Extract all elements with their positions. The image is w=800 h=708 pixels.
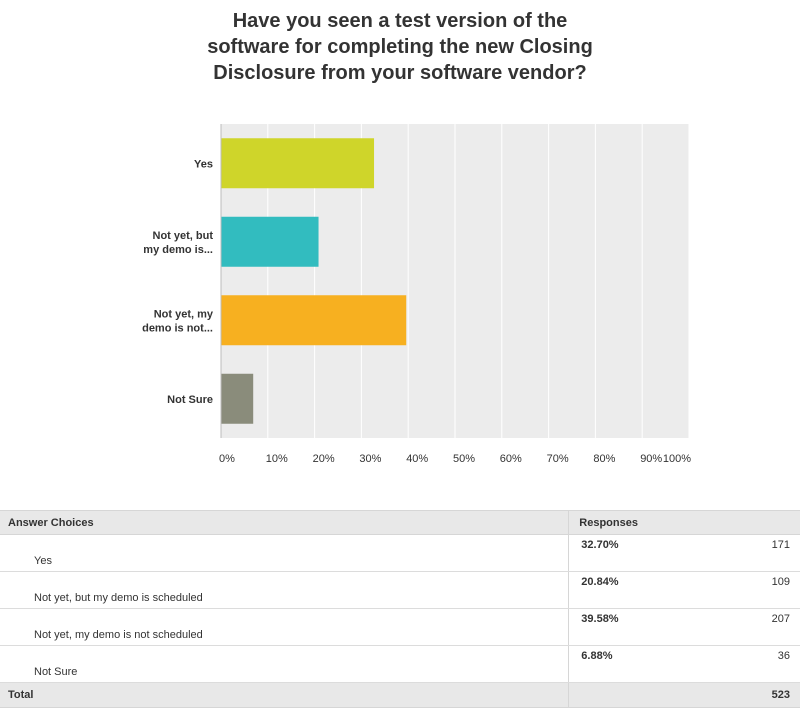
response-cell: 32.70% 171	[568, 534, 800, 572]
response-cell: 6.88% 36	[568, 645, 800, 683]
table-row: Yes 32.70% 171	[0, 534, 800, 572]
table-row: Not yet, my demo is not scheduled 39.58%…	[0, 608, 800, 646]
total-cell: 523	[568, 682, 800, 708]
response-count: 109	[771, 576, 790, 588]
response-cell: 39.58% 207	[568, 608, 800, 646]
bar-chart: Yes Not yet, but my demo is... Not yet, my d…	[142, 124, 691, 465]
category-label: Not yet, my demo is not...	[142, 308, 214, 334]
x-tick-label: 40%	[406, 453, 428, 465]
category-label: Not yet, but my demo is...	[143, 230, 213, 256]
table-row: Not Sure 6.88% 36	[0, 645, 800, 683]
category-label: Not Sure	[167, 394, 213, 406]
x-tick-label: 20%	[313, 453, 335, 465]
response-percent: 20.84%	[581, 576, 619, 588]
total-count: 523	[771, 689, 790, 701]
bar	[221, 216, 319, 267]
category-label: Yes	[194, 158, 213, 170]
category-labels: Yes Not yet, but my demo is... Not yet, my d…	[142, 158, 214, 406]
response-count: 207	[771, 613, 790, 625]
total-label: Total	[0, 682, 570, 708]
answer-choice-cell: Not yet, but my demo is scheduled	[0, 571, 570, 609]
bar	[221, 138, 375, 189]
x-tick-label: 0%	[219, 453, 235, 465]
header-responses: Responses	[568, 510, 800, 535]
response-count: 36	[777, 650, 790, 662]
x-tick-label: 100%	[663, 453, 691, 465]
x-tick-label: 10%	[266, 453, 288, 465]
response-count: 171	[771, 539, 790, 551]
answer-choice-cell: Not Sure	[0, 645, 570, 683]
bar	[221, 295, 407, 346]
table-total-row: Total 523	[0, 682, 800, 708]
answer-choice-cell: Not yet, my demo is not scheduled	[0, 608, 570, 646]
bar-series	[221, 138, 407, 424]
x-tick-label: 70%	[547, 453, 569, 465]
table-row: Not yet, but my demo is scheduled 20.84%…	[0, 571, 800, 609]
header-answer-choices: Answer Choices	[0, 510, 570, 535]
response-percent: 32.70%	[581, 539, 619, 551]
response-table: Answer Choices Responses Yes 32.70% 171 …	[0, 510, 800, 708]
x-tick-labels: 0% 10% 20% 30% 40% 50% 60% 70% 80% 90% 100%	[219, 453, 691, 465]
response-cell: 20.84% 109	[568, 571, 800, 609]
x-tick-label: 90%	[640, 453, 662, 465]
chart-title: Have you seen a test version of the soft…	[207, 10, 593, 84]
response-percent: 39.58%	[581, 613, 619, 625]
answer-choice-cell: Yes	[0, 534, 570, 572]
table-header-row: Answer Choices Responses	[0, 510, 800, 535]
response-percent: 6.88%	[581, 650, 613, 662]
x-tick-label: 80%	[593, 453, 615, 465]
x-tick-label: 60%	[500, 453, 522, 465]
bar	[221, 373, 254, 424]
x-tick-label: 30%	[359, 453, 381, 465]
x-tick-label: 50%	[453, 453, 475, 465]
